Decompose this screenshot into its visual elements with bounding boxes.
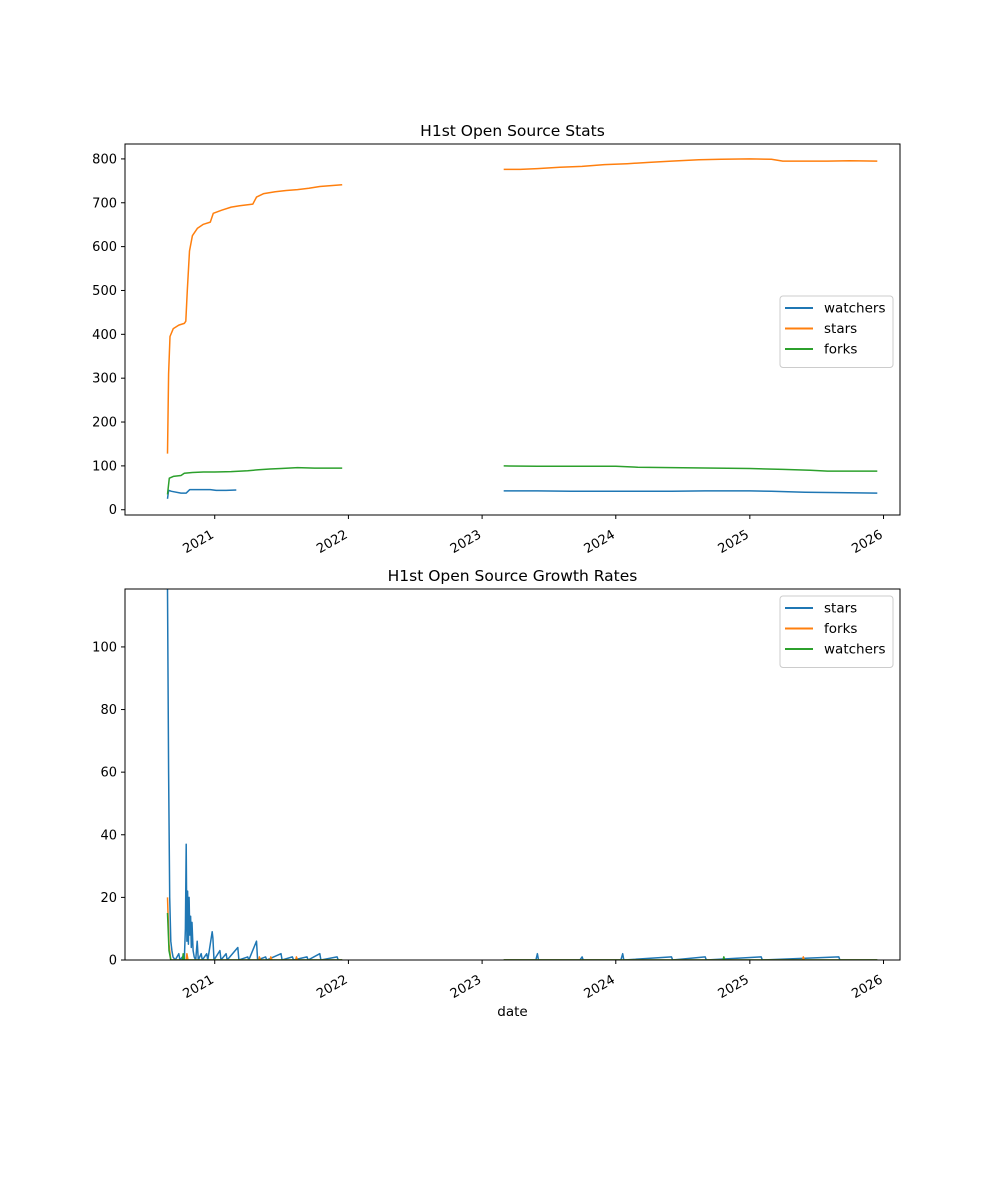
series-line-stars-segment-2	[503, 158, 878, 171]
y-tick-label: 600	[92, 240, 117, 255]
legend-label-stars: stars	[824, 601, 857, 617]
y-tick-label: 0	[109, 954, 117, 969]
series-line-watchers-segment-1	[166, 488, 237, 499]
axes-frame	[124, 588, 901, 961]
plot-lines	[166, 158, 878, 499]
series-line-forks-segment-2	[503, 465, 878, 472]
chart-title: H1st Open Source Stats	[420, 122, 605, 140]
y-tick-label: 40	[100, 828, 117, 843]
series-line-stars-segment-1	[166, 184, 343, 454]
legend-label-forks: forks	[824, 342, 857, 358]
series-line-forks-segment-1	[166, 466, 343, 495]
x-axis-label: date	[497, 1004, 527, 1020]
y-tick-label: 80	[100, 703, 117, 718]
y-tick-label: 400	[92, 328, 117, 343]
y-tick-label: 100	[92, 459, 117, 474]
legend-label-watchers: watchers	[824, 301, 885, 317]
y-axis: 0 100 200 300 400 500 600 700 800	[92, 152, 125, 518]
legend: watchers stars forks	[779, 295, 894, 368]
series-line-watchers-segment-1	[166, 912, 343, 960]
y-tick-label: 0	[109, 503, 117, 518]
y-tick-label: 500	[92, 284, 117, 299]
y-tick-label: 700	[92, 196, 117, 211]
chart-stats: H1st Open Source Stats 2021 2022 2023 2024 2…	[92, 122, 901, 557]
y-tick-label: 100	[92, 640, 117, 655]
series-line-watchers-segment-2	[503, 490, 878, 494]
y-tick-label: 20	[100, 891, 117, 906]
y-tick-label: 300	[92, 372, 117, 387]
axes-frame	[124, 143, 901, 516]
series-line-watchers-segment-2	[503, 956, 878, 960]
legend-label-stars: stars	[824, 321, 857, 337]
y-axis: 0 20 40 60 80 100	[92, 640, 125, 969]
y-tick-label: 800	[92, 152, 117, 167]
chart-title: H1st Open Source Growth Rates	[388, 567, 638, 585]
y-tick-label: 200	[92, 416, 117, 431]
legend-label-forks: forks	[824, 621, 857, 637]
series-line-forks-segment-1	[166, 897, 343, 960]
legend-label-watchers: watchers	[824, 642, 885, 658]
chart-growth-rates: H1st Open Source Growth Rates 2021 2022 20…	[92, 567, 901, 1020]
legend: stars forks watchers	[779, 595, 894, 668]
plot-lines	[166, 589, 878, 960]
series-line-forks-segment-2	[503, 956, 878, 960]
y-tick-label: 60	[100, 766, 117, 781]
